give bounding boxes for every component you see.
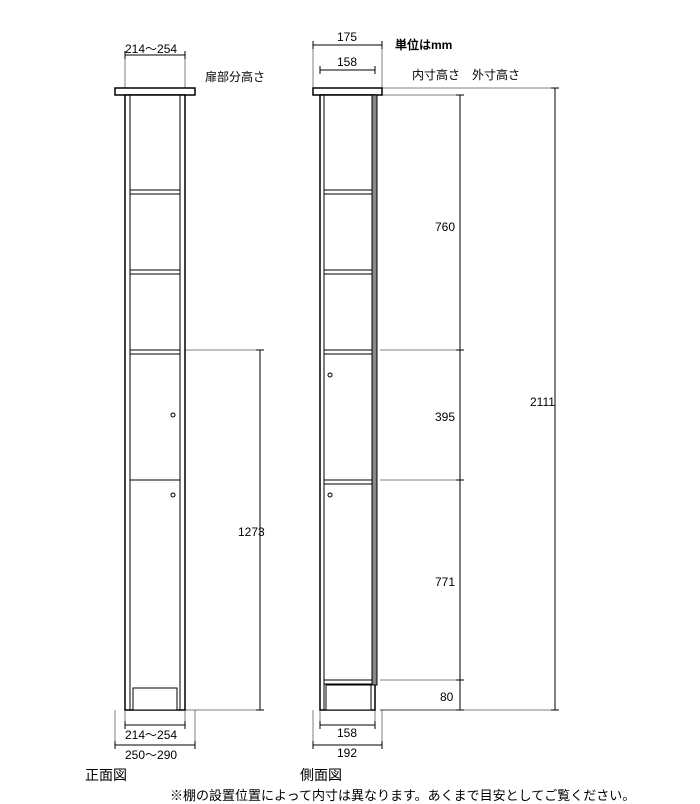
- side-total-height: 2111: [530, 395, 555, 409]
- front-bottom-inner: 214～254: [125, 726, 177, 743]
- outer-height-label: 外寸高さ: [472, 66, 520, 83]
- inner-height-label: 内寸高さ: [412, 66, 460, 83]
- front-view-title: 正面図: [85, 765, 127, 785]
- side-section-middle: 395: [435, 410, 455, 424]
- side-section-base: 80: [440, 690, 453, 704]
- drawing-svg: [0, 0, 700, 798]
- side-bottom-outer: 192: [337, 746, 357, 760]
- side-top-outer-depth: 175: [337, 30, 357, 44]
- door-height-label: 扉部分高さ: [205, 68, 265, 85]
- front-top-width: 214～254: [125, 40, 177, 57]
- side-section-top: 760: [435, 220, 455, 234]
- side-view-title: 側面図: [300, 765, 342, 785]
- technical-drawing: 単位はmm 214～254 扉部分高さ 1273 214～254 250～290…: [0, 0, 700, 798]
- units-label: 単位はmm: [395, 36, 452, 53]
- side-bottom-inner: 158: [337, 726, 357, 740]
- front-bottom-outer: 250～290: [125, 746, 177, 763]
- side-section-bottom: 771: [435, 575, 455, 589]
- footnote: ※棚の設置位置によって内寸は異なります。あくまで目安としてご覧ください。: [170, 785, 635, 804]
- front-door-height: 1273: [238, 525, 265, 539]
- side-top-inner-depth: 158: [337, 55, 357, 69]
